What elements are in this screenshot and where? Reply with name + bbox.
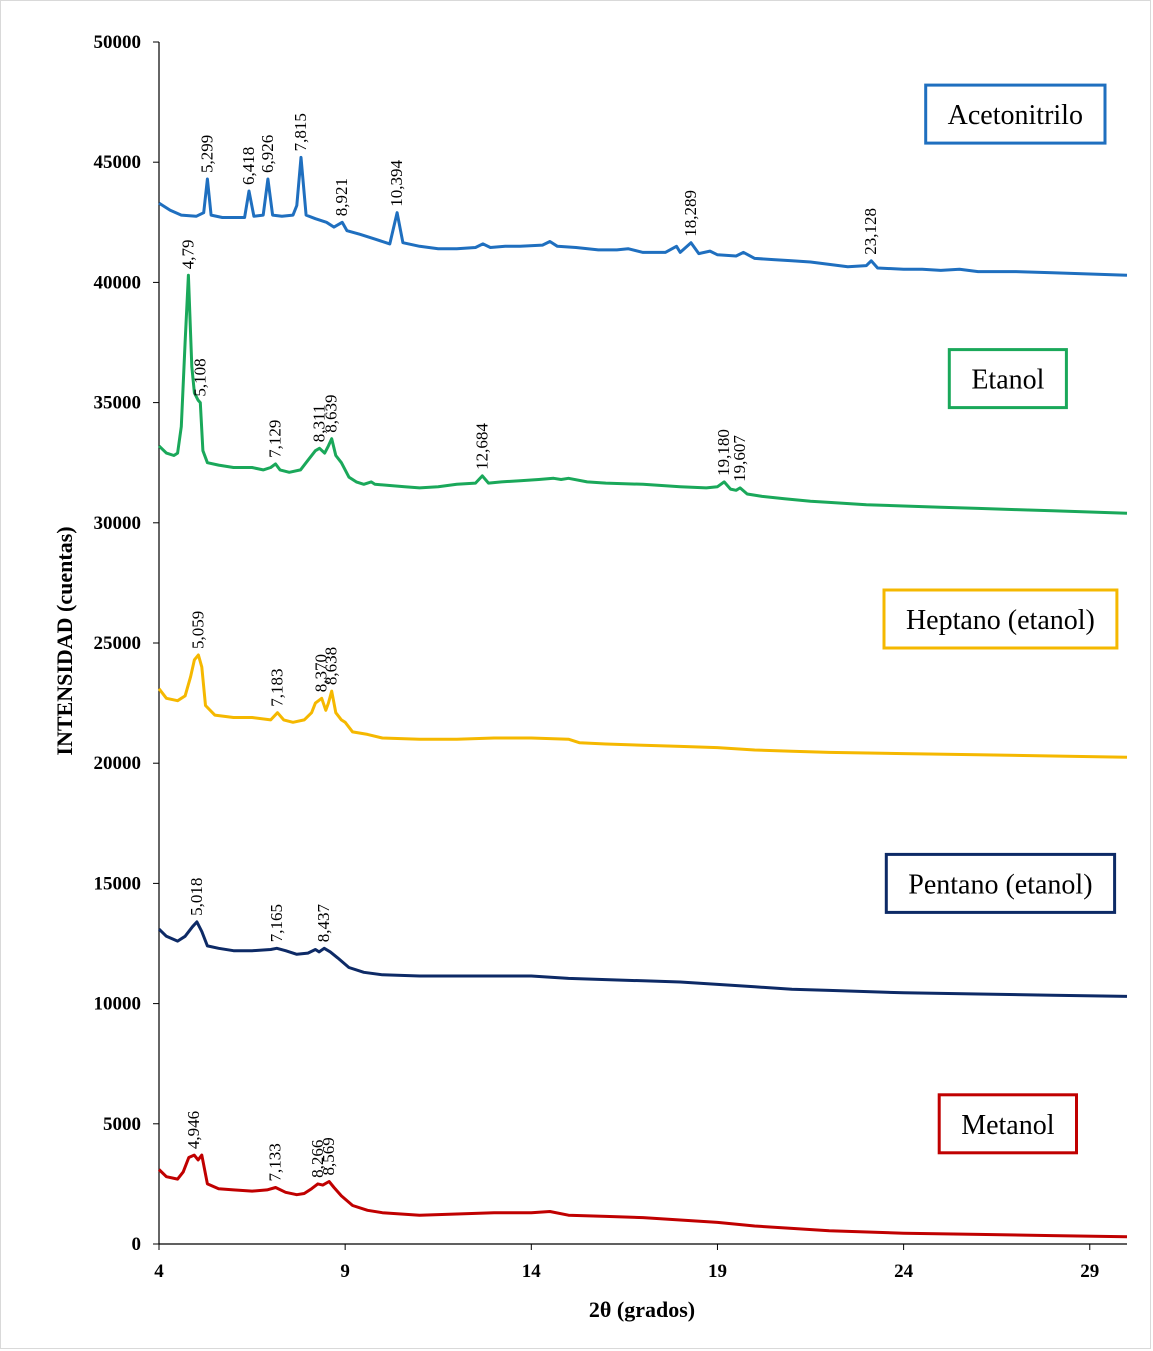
x-tick-label: 19 [708,1261,727,1282]
y-tick-label: 35000 [94,393,142,414]
series-line-pentano-etanol [157,920,1128,998]
legend-label: Metanol [961,1110,1055,1141]
legend-box: Acetonitrilo [924,83,1107,145]
peak-label: 8,370 [312,654,331,692]
y-tick-label: 40000 [94,272,142,293]
peak-label: 8,437 [314,904,333,943]
peak-label: 6,926 [258,135,277,173]
y-tick-label: 20000 [94,753,142,774]
legend-box: Metanol [937,1093,1079,1155]
peak-label: 12,684 [472,423,491,470]
y-tick-label: 0 [132,1234,142,1255]
x-tick-label: 29 [1080,1261,1099,1282]
peak-label: 23,128 [861,208,880,255]
x-tick-label: 14 [522,1261,542,1282]
peak-label: 19,180 [714,429,733,476]
y-tick-label: 25000 [94,633,142,654]
peak-label: 5,018 [187,878,206,916]
legend-box-border [882,588,1119,650]
series-line-metanol [157,1153,1128,1239]
legend-label: Acetonitrilo [948,100,1083,131]
peak-label: 8,266 [308,1140,327,1178]
y-axis-title: INTENSIDAD (cuentas) [52,526,77,755]
x-axis-title: 2θ (grados) [589,1297,695,1322]
peak-label: 8,569 [319,1137,338,1175]
y-tick-label: 45000 [94,152,142,173]
legend-box-border [937,1093,1079,1155]
peak-label: 18,289 [681,190,700,237]
peak-label: 5,299 [197,135,216,173]
peak-label: 7,183 [268,668,287,706]
peak-label: 8,639 [322,394,341,432]
legend-box-border [947,348,1068,410]
legend-box-border [924,83,1107,145]
peak-label: 7,133 [266,1143,285,1181]
y-tick-label: 15000 [94,873,142,894]
peak-label: 10,394 [387,159,406,206]
series-line-acetonitrilo [158,155,1128,277]
series-line-heptano-etanol [157,653,1128,759]
peak-label: 4,946 [184,1111,203,1149]
y-tick-label: 5000 [103,1114,141,1135]
series-line-etanol [157,273,1128,515]
y-tick-label: 30000 [94,513,142,534]
peak-label: 4,79 [178,239,197,269]
legend-box: Heptano (etanol) [882,588,1119,650]
legend-box-border [884,852,1117,914]
peak-label: 5,108 [190,358,209,396]
peak-label: 8,638 [322,647,341,685]
peak-label: 7,129 [266,420,285,458]
y-tick-label: 50000 [94,32,142,53]
peak-label: 5,059 [188,611,207,649]
x-tick-label: 9 [340,1261,350,1282]
legend-box: Pentano (etanol) [884,852,1117,914]
peak-label: 7,815 [291,113,310,151]
x-tick-label: 24 [894,1261,914,1282]
legend-label: Etanol [971,365,1044,396]
peak-label: 8,311 [310,405,329,443]
legend-label: Pentano (etanol) [908,869,1092,900]
peak-label: 7,165 [267,904,286,942]
peak-label: 8,921 [332,178,351,216]
x-tick-label: 4 [154,1261,164,1282]
peak-label: 19,607 [730,435,749,482]
legend-label: Heptano (etanol) [906,605,1095,636]
legend-box: Etanol [947,348,1068,410]
peak-label: 6,418 [239,147,258,185]
y-tick-label: 10000 [94,994,142,1015]
